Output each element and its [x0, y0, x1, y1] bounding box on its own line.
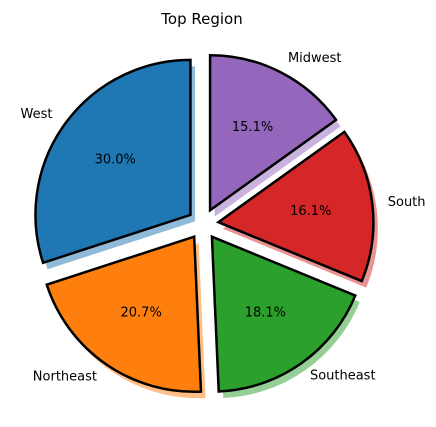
pie-slice-southeast	[210, 234, 357, 393]
chart-title: Top Region	[160, 10, 242, 28]
label-layer: West 30.0% Northeast 20.7% Southeast 18.1% Sou…	[21, 51, 426, 384]
pie-slice-northeast	[45, 235, 203, 393]
slice-percent-midwest: 15.1%	[232, 120, 273, 135]
slice-label-west: West	[21, 107, 53, 122]
slice-layer	[34, 53, 375, 393]
slice-percent-south: 16.1%	[290, 204, 331, 219]
slice-label-south: South	[388, 195, 426, 210]
slice-percent-west: 30.0%	[95, 153, 136, 168]
slice-label-midwest: Midwest	[288, 51, 342, 66]
pie-slice-midwest	[208, 53, 338, 213]
slice-label-northeast: Northeast	[33, 369, 97, 384]
slice-label-southeast: Southeast	[310, 369, 376, 384]
pie-slice-south	[215, 130, 375, 283]
slice-percent-southeast: 18.1%	[245, 305, 286, 320]
pie-slice-west	[34, 58, 192, 265]
slice-percent-northeast: 20.7%	[121, 306, 162, 321]
